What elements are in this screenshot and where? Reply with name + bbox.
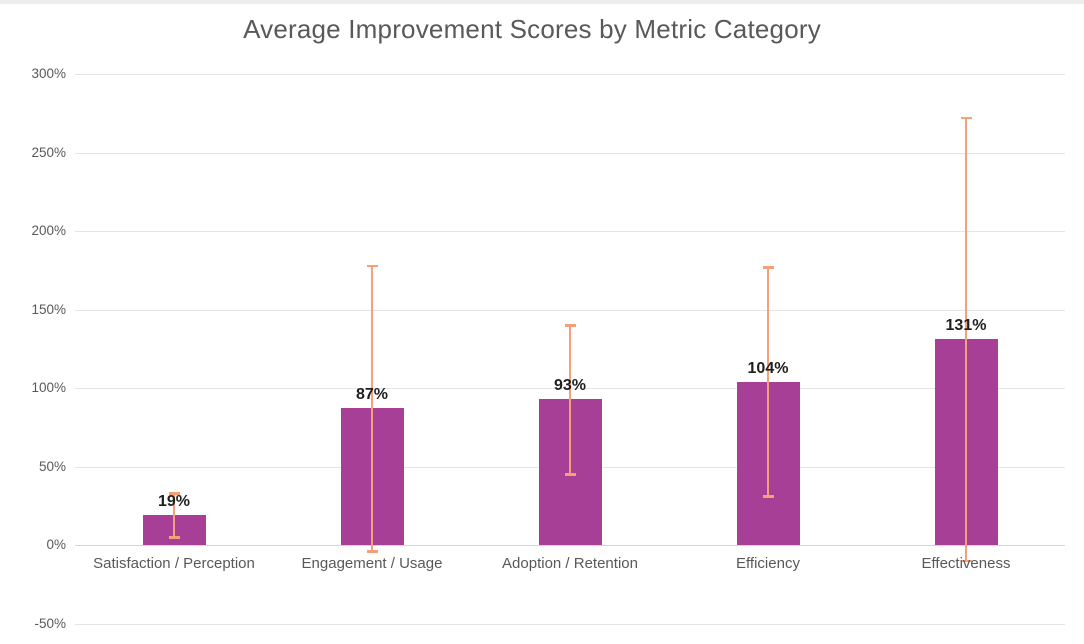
- gridline: [75, 152, 1065, 154]
- error-bar-cap-bottom: [366, 550, 378, 553]
- y-axis-tick-label: 200%: [31, 223, 66, 238]
- error-bar-cap-top: [762, 266, 774, 269]
- error-bar-cap-top: [960, 116, 972, 120]
- data-label: 93%: [553, 376, 587, 394]
- error-bar-line: [569, 325, 571, 475]
- error-bar-line: [965, 117, 967, 561]
- gridline: [75, 74, 1065, 75]
- x-axis-category-label: Satisfaction / Perception: [93, 555, 255, 572]
- y-axis-tick-label: 50%: [38, 458, 66, 474]
- x-axis-category-label: Adoption / Retention: [502, 555, 638, 572]
- error-bar-cap-top: [564, 324, 576, 327]
- data-label: 104%: [747, 359, 789, 377]
- error-bar-cap-bottom: [564, 473, 576, 476]
- error-bar-cap-bottom: [762, 495, 774, 498]
- error-bar-cap-top: [168, 492, 180, 495]
- data-label: 87%: [355, 386, 389, 404]
- error-bar-cap-bottom: [168, 536, 180, 539]
- error-bar-line: [173, 493, 175, 538]
- error-bar-cap-bottom: [960, 559, 972, 563]
- x-axis-category-label: Efficiency: [736, 555, 800, 572]
- x-axis-category-label: Effectiveness: [921, 555, 1011, 572]
- x-axis-category-label: Engagement / Usage: [301, 555, 443, 572]
- y-axis-tick-label: 150%: [31, 301, 66, 317]
- gridline: [75, 623, 1065, 625]
- data-label: 19%: [157, 493, 191, 511]
- gridline: [75, 309, 1065, 311]
- zero-gridline: [75, 545, 1065, 546]
- y-axis-tick-label: -50%: [34, 615, 66, 631]
- chart-title: Average Improvement Scores by Metric Cat…: [243, 14, 821, 44]
- window-top-edge: [0, 0, 1084, 4]
- error-bar-line: [767, 267, 769, 497]
- data-label: 131%: [945, 317, 987, 335]
- y-axis-tick-label: 100%: [31, 380, 66, 395]
- y-axis-tick-label: 0%: [46, 537, 66, 552]
- y-axis-tick-label: 300%: [31, 66, 66, 81]
- error-bar-line: [371, 265, 373, 552]
- y-axis-tick-label: 250%: [31, 144, 66, 160]
- error-bar-cap-top: [366, 264, 378, 268]
- gridline: [75, 231, 1065, 232]
